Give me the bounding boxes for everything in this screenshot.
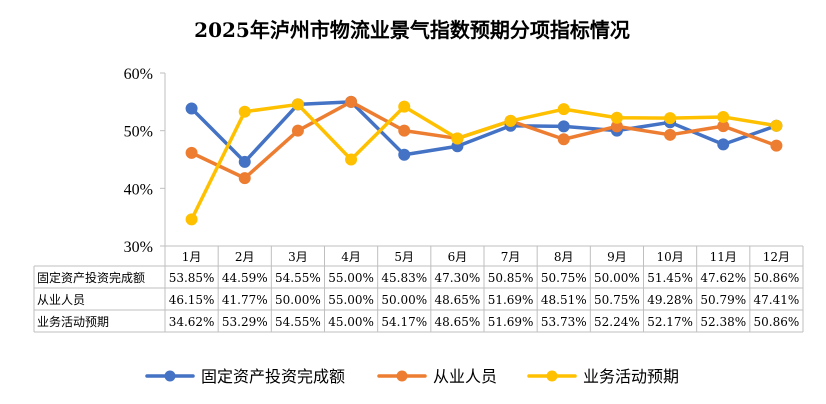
x-tick-label: 6月 — [448, 250, 468, 264]
y-tick-label: 50% — [124, 124, 153, 141]
data-label: 50.79% — [700, 293, 746, 307]
x-tick-label: 9月 — [607, 250, 627, 264]
legend: 固定资产投资完成额 从业人员 业务活动预期 — [145, 367, 679, 386]
data-point — [185, 213, 198, 226]
legend-label: 业务活动预期 — [583, 367, 679, 386]
data-point — [398, 100, 411, 113]
data-label: 47.41% — [754, 293, 800, 307]
data-point — [557, 103, 570, 116]
series-line — [189, 100, 779, 180]
data-label: 54.55% — [275, 271, 321, 285]
data-point — [345, 153, 358, 166]
x-tick-label: 4月 — [341, 250, 361, 264]
y-tick-label: 40% — [124, 181, 153, 198]
data-label: 54.55% — [275, 315, 321, 329]
axes: 30% 40% 50% 60% — [124, 66, 166, 256]
x-tick-label: 2月 — [235, 250, 255, 264]
data-label: 46.15% — [169, 293, 215, 307]
data-label: 52.17% — [647, 315, 693, 329]
data-label: 50.00% — [275, 293, 321, 307]
y-tick-label: 60% — [124, 66, 153, 83]
data-point — [291, 124, 304, 137]
data-point — [238, 105, 251, 118]
data-label: 54.17% — [381, 315, 427, 329]
series-line — [189, 100, 779, 164]
data-label: 51.69% — [488, 315, 534, 329]
data-label: 47.62% — [700, 271, 746, 285]
data-point — [345, 95, 358, 108]
legend-label: 固定资产投资完成额 — [201, 367, 345, 386]
data-label: 48.51% — [541, 293, 587, 307]
x-tick-label: 10月 — [656, 250, 683, 264]
series-lines — [189, 100, 779, 222]
legend-swatch-marker — [546, 370, 558, 382]
data-label: 45.00% — [328, 315, 374, 329]
data-label: 55.00% — [328, 271, 374, 285]
y-tick-label: 30% — [124, 239, 153, 256]
data-point — [664, 128, 677, 141]
data-label: 50.00% — [381, 293, 427, 307]
data-label: 50.75% — [541, 271, 587, 285]
table-row-label: 业务活动预期 — [37, 314, 109, 329]
data-point — [238, 172, 251, 185]
data-label: 49.28% — [647, 293, 693, 307]
data-point — [717, 138, 730, 151]
data-label: 53.85% — [169, 271, 215, 285]
data-point — [291, 98, 304, 111]
chart-title: 2025年泸州市物流业景气指数预期分项指标情况 — [194, 18, 630, 42]
data-label: 45.83% — [381, 271, 427, 285]
data-label: 50.86% — [754, 315, 800, 329]
data-point — [185, 146, 198, 159]
data-label: 47.30% — [435, 271, 481, 285]
data-point — [451, 132, 464, 145]
x-tick-label: 3月 — [288, 250, 308, 264]
data-point — [398, 148, 411, 161]
data-label: 55.00% — [328, 293, 374, 307]
data-label: 50.00% — [594, 271, 640, 285]
data-point — [717, 110, 730, 123]
data-label: 51.45% — [647, 271, 693, 285]
series-points — [185, 95, 783, 226]
data-point — [770, 139, 783, 152]
data-label: 41.77% — [222, 293, 268, 307]
data-point — [557, 120, 570, 133]
data-label: 44.59% — [222, 271, 268, 285]
data-point — [770, 119, 783, 132]
data-label: 52.24% — [594, 315, 640, 329]
x-tick-label: 7月 — [501, 250, 521, 264]
table-row-label: 从业人员 — [37, 293, 85, 307]
data-label: 50.86% — [754, 271, 800, 285]
data-label: 52.38% — [700, 315, 746, 329]
x-tick-label: 1月 — [182, 250, 202, 264]
series-line — [189, 102, 779, 222]
data-point — [398, 124, 411, 137]
x-tick-label: 12月 — [763, 250, 790, 264]
x-tick-label: 11月 — [710, 250, 737, 264]
data-label: 50.75% — [594, 293, 640, 307]
data-point — [185, 102, 198, 115]
x-tick-label: 5月 — [394, 250, 414, 264]
legend-label: 从业人员 — [433, 367, 497, 386]
data-point — [664, 112, 677, 125]
data-label: 50.85% — [488, 271, 534, 285]
legend-swatch-marker — [164, 370, 176, 382]
data-point — [557, 133, 570, 146]
data-point — [610, 111, 623, 124]
legend-swatch-marker — [396, 370, 408, 382]
data-point — [238, 155, 251, 168]
data-point — [504, 114, 517, 127]
table-row-label: 固定资产投资完成额 — [37, 270, 145, 285]
data-label: 48.65% — [435, 315, 481, 329]
data-label: 34.62% — [169, 315, 215, 329]
data-label: 53.73% — [541, 315, 587, 329]
data-label: 53.29% — [222, 315, 268, 329]
x-tick-label: 8月 — [554, 250, 574, 264]
data-label: 48.65% — [435, 293, 481, 307]
data-label: 51.69% — [488, 293, 534, 307]
